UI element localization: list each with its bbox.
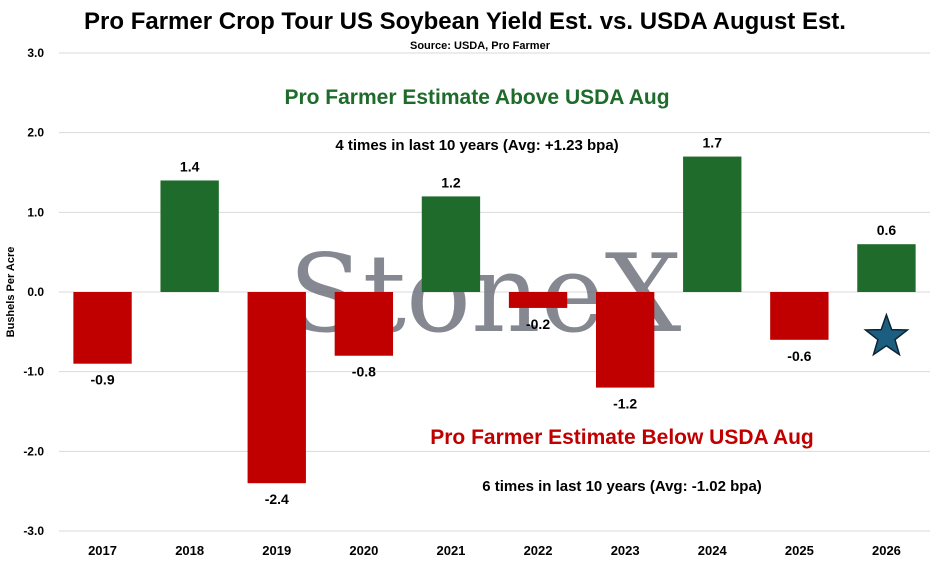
y-axis-label: Bushels Per Acre [5,247,17,338]
x-category-2018: 2018 [175,543,204,558]
y-axis-ticks: 3.0 2.0 1.0 0.0 -1.0 -2.0 -3.0 [23,46,44,538]
annotation-above-detail: 4 times in last 10 years (Avg: +1.23 bpa… [335,137,618,154]
bar-2025 [770,292,829,340]
bar-2018 [160,180,219,292]
bar-2020 [334,292,394,356]
bar-2019 [247,292,306,484]
data-label-2022: -0.2 [526,316,550,332]
annotation-above-heading: Pro Farmer Estimate Above USDA Aug [284,86,669,109]
chart-title: Pro Farmer Crop Tour US Soybean Yield Es… [84,8,846,35]
bar-2021 [421,196,481,292]
data-label-2017: -0.9 [90,372,114,388]
bar-2017 [73,292,132,364]
bar-2022 [508,292,568,308]
data-label-2024: 1.7 [703,135,723,151]
x-category-2020: 2020 [349,543,378,558]
data-label-2025: -0.6 [787,348,811,364]
y-tick-label: 2.0 [27,126,44,140]
x-category-2023: 2023 [611,543,640,558]
x-category-2026: 2026 [872,543,901,558]
data-label-2018: 1.4 [180,158,200,174]
bars [73,156,916,484]
bar-2024 [683,156,742,292]
x-category-2025: 2025 [785,543,814,558]
bar-2023 [595,292,655,388]
data-label-2026: 0.6 [877,222,897,238]
annotation-below-heading: Pro Farmer Estimate Below USDA Aug [430,426,814,449]
chart-subtitle: Source: USDA, Pro Farmer [410,40,551,52]
x-category-2021: 2021 [436,543,465,558]
y-tick-label: -3.0 [23,524,44,538]
bar-2026 [857,244,916,292]
data-label-2020: -0.8 [352,364,376,380]
data-label-2023: -1.2 [613,396,637,412]
y-tick-label: 1.0 [27,205,44,219]
y-tick-label: 0.0 [27,285,44,299]
x-category-2022: 2022 [524,543,553,558]
y-tick-label: -2.0 [23,444,44,458]
x-category-2024: 2024 [698,543,728,558]
marker [863,312,910,357]
star-icon [863,312,910,357]
y-tick-label: 3.0 [27,46,44,60]
x-category-2017: 2017 [88,543,117,558]
annotation-below-detail: 6 times in last 10 years (Avg: -1.02 bpa… [482,478,762,495]
y-tick-label: -1.0 [23,365,44,379]
data-label-2019: -2.4 [265,491,289,507]
data-labels: -0.9 1.4 -2.4 -0.8 1.2 -0.2 -1.2 1.7 -0.6 0.6 [90,135,896,508]
x-category-2019: 2019 [262,543,291,558]
x-axis-categories: 2017 2018 2019 2020 2021 2022 2023 2024 2025 2026 [88,543,901,558]
data-label-2021: 1.2 [441,174,461,190]
